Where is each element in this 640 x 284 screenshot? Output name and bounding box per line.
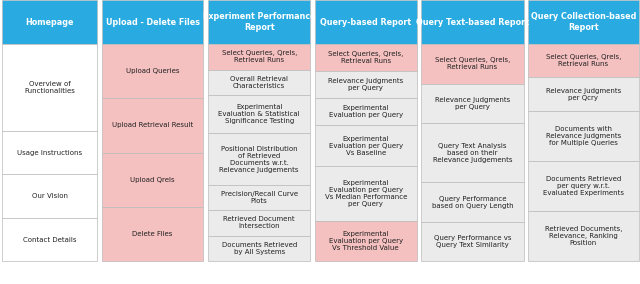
FancyBboxPatch shape	[208, 210, 310, 236]
FancyBboxPatch shape	[2, 218, 97, 261]
FancyBboxPatch shape	[315, 0, 417, 44]
FancyBboxPatch shape	[421, 0, 524, 44]
FancyBboxPatch shape	[102, 0, 204, 44]
Text: Query Text Analysis
based on their
Relevance Judgements: Query Text Analysis based on their Relev…	[433, 143, 512, 163]
Text: Upload Queries: Upload Queries	[126, 68, 179, 74]
FancyBboxPatch shape	[528, 78, 639, 111]
Text: Positional Distribution
of Retrieved
Documents w.r.t.
Relevance Judgements: Positional Distribution of Retrieved Doc…	[220, 145, 299, 173]
FancyBboxPatch shape	[208, 95, 310, 133]
FancyBboxPatch shape	[421, 182, 524, 222]
Text: Query Performance
based on Query Length: Query Performance based on Query Length	[431, 195, 513, 208]
FancyBboxPatch shape	[315, 126, 417, 166]
FancyBboxPatch shape	[528, 161, 639, 211]
FancyBboxPatch shape	[2, 0, 97, 44]
Text: Experiment Performance
Report: Experiment Performance Report	[203, 12, 316, 32]
Text: Contact Details: Contact Details	[23, 237, 76, 243]
FancyBboxPatch shape	[102, 44, 204, 98]
Text: Select Queries, Qrels,
Retrieval Runs: Select Queries, Qrels, Retrieval Runs	[328, 51, 403, 64]
FancyBboxPatch shape	[421, 222, 524, 261]
Text: Overview of
Functionalities: Overview of Functionalities	[24, 81, 75, 94]
FancyBboxPatch shape	[208, 185, 310, 210]
Text: Documents Retrieved
by All Systems: Documents Retrieved by All Systems	[221, 242, 297, 255]
Text: Upload Qrels: Upload Qrels	[131, 177, 175, 183]
FancyBboxPatch shape	[208, 44, 310, 70]
Text: Query Text-based Report: Query Text-based Report	[416, 18, 529, 26]
FancyBboxPatch shape	[208, 236, 310, 261]
Text: Upload Retrieval Result: Upload Retrieval Result	[112, 122, 193, 128]
FancyBboxPatch shape	[2, 131, 97, 174]
FancyBboxPatch shape	[102, 207, 204, 261]
Text: Select Queries, Qrels,
Retrieval Runs: Select Queries, Qrels, Retrieval Runs	[546, 54, 621, 67]
FancyBboxPatch shape	[528, 0, 639, 44]
FancyBboxPatch shape	[315, 71, 417, 98]
FancyBboxPatch shape	[102, 153, 204, 207]
Text: Retrieved Documents,
Relevance, Ranking
Position: Retrieved Documents, Relevance, Ranking …	[545, 226, 622, 246]
FancyBboxPatch shape	[208, 133, 310, 185]
Text: Experimental
Evaluation & Statistical
Significance Testing: Experimental Evaluation & Statistical Si…	[218, 104, 300, 124]
Text: Documents Retrieved
per query w.r.t.
Evaluated Experiments: Documents Retrieved per query w.r.t. Eva…	[543, 176, 624, 196]
Text: Precision/Recall Curve
Plots: Precision/Recall Curve Plots	[221, 191, 298, 204]
FancyBboxPatch shape	[208, 70, 310, 95]
FancyBboxPatch shape	[528, 44, 639, 78]
Text: Experimental
Evaluation per Query
Vs Baseline: Experimental Evaluation per Query Vs Bas…	[329, 136, 403, 156]
Text: Homepage: Homepage	[26, 18, 74, 26]
Text: Retrieved Document
Intersection: Retrieved Document Intersection	[223, 216, 295, 229]
Text: Delete Files: Delete Files	[132, 231, 173, 237]
FancyBboxPatch shape	[421, 123, 524, 182]
Text: Query-based Report: Query-based Report	[320, 18, 412, 26]
Text: Relevance Judgments
per Query: Relevance Judgments per Query	[435, 97, 510, 110]
FancyBboxPatch shape	[421, 44, 524, 83]
FancyBboxPatch shape	[315, 98, 417, 126]
Text: Experimental
Evaluation per Query
Vs Threshold Value: Experimental Evaluation per Query Vs Thr…	[329, 231, 403, 251]
Text: Select Queries, Qrels,
Retrieval Runs: Select Queries, Qrels, Retrieval Runs	[435, 57, 510, 70]
Text: Overall Retrieval
Characteristics: Overall Retrieval Characteristics	[230, 76, 288, 89]
FancyBboxPatch shape	[315, 221, 417, 261]
Text: Experimental
Evaluation per Query
Vs Median Performance
per Query: Experimental Evaluation per Query Vs Med…	[324, 180, 407, 207]
Text: Upload - Delete Files: Upload - Delete Files	[106, 18, 200, 26]
Text: Our Vision: Our Vision	[31, 193, 68, 199]
FancyBboxPatch shape	[208, 0, 310, 44]
FancyBboxPatch shape	[315, 166, 417, 221]
Text: Select Queries, Qrels,
Retrieval Runs: Select Queries, Qrels, Retrieval Runs	[221, 50, 297, 63]
Text: Usage Instructions: Usage Instructions	[17, 150, 82, 156]
Text: Query Performance vs
Query Text Similarity: Query Performance vs Query Text Similari…	[433, 235, 511, 248]
Text: Relevance Judgments
per Query: Relevance Judgments per Query	[328, 78, 403, 91]
FancyBboxPatch shape	[528, 211, 639, 261]
FancyBboxPatch shape	[2, 44, 97, 131]
Text: Experimental
Evaluation per Query: Experimental Evaluation per Query	[329, 105, 403, 118]
FancyBboxPatch shape	[2, 174, 97, 218]
FancyBboxPatch shape	[528, 111, 639, 161]
Text: Query Collection-based
Report: Query Collection-based Report	[531, 12, 636, 32]
FancyBboxPatch shape	[102, 98, 204, 153]
FancyBboxPatch shape	[421, 83, 524, 123]
FancyBboxPatch shape	[315, 44, 417, 71]
Text: Documents with
Relevance Judgments
for Multiple Queries: Documents with Relevance Judgments for M…	[546, 126, 621, 146]
Text: Relevance Judgments
per Qcry: Relevance Judgments per Qcry	[546, 88, 621, 101]
